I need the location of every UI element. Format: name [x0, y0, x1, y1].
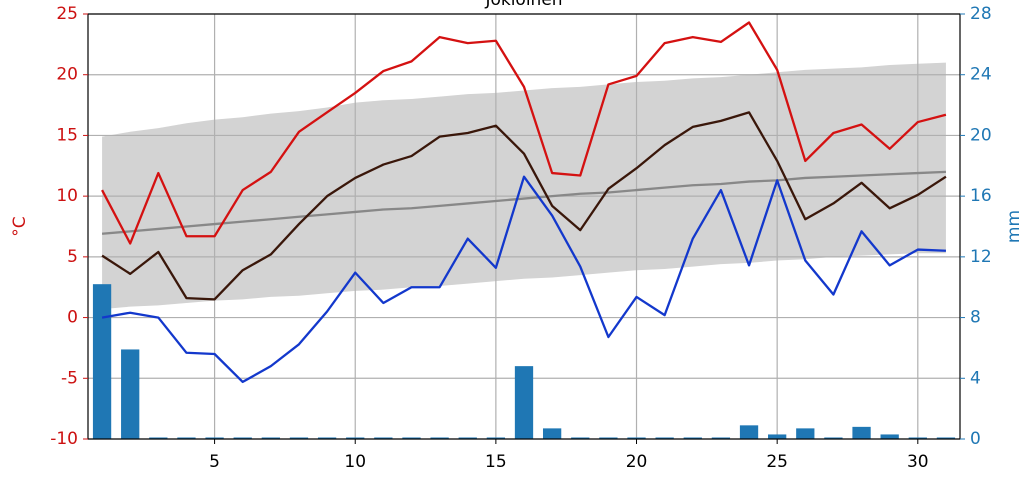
bar [205, 437, 224, 439]
bar [739, 425, 759, 439]
y-tick-label: 0 [67, 308, 78, 328]
bar [177, 437, 196, 439]
y2-tick-label: 24 [970, 65, 992, 85]
y2-tick-label: 4 [970, 368, 981, 388]
bar [374, 437, 393, 439]
bar [317, 437, 337, 439]
bar [430, 437, 449, 439]
bar [768, 434, 787, 439]
y-tick-label: 5 [67, 247, 78, 267]
bar [880, 434, 899, 439]
y2-tick-label: 28 [970, 4, 992, 24]
y-tick-label: -10 [50, 429, 78, 449]
bar [346, 437, 365, 439]
bar [458, 437, 477, 439]
bar [711, 437, 731, 439]
range-band [102, 62, 946, 310]
y-tick-label: 20 [56, 65, 78, 85]
x-tick-label: 20 [626, 452, 648, 472]
y-axis-label: °C [10, 216, 30, 236]
y-tick-label: 10 [56, 186, 78, 206]
bar [289, 437, 309, 439]
x-tick-label: 5 [209, 452, 220, 472]
y-tick-label: -5 [61, 368, 78, 388]
y2-tick-label: 0 [970, 429, 981, 449]
x-tick-label: 10 [344, 452, 366, 472]
bar [121, 349, 140, 439]
y2-tick-label: 16 [970, 186, 992, 206]
x-tick-label: 25 [766, 452, 788, 472]
bar [852, 426, 871, 439]
bar [796, 428, 815, 439]
x-tick-label: 15 [485, 452, 507, 472]
bar [824, 437, 843, 439]
bar [402, 437, 421, 439]
line [101, 111, 947, 301]
bar [936, 437, 956, 439]
bar [514, 366, 534, 439]
bar [92, 284, 112, 439]
y-tick-label: 15 [56, 125, 78, 145]
bar [655, 437, 674, 439]
line [101, 170, 946, 235]
line [101, 21, 947, 245]
x-tick-label: 30 [907, 452, 929, 472]
line [101, 175, 946, 384]
bar [571, 437, 590, 439]
bar [542, 428, 562, 439]
bar [627, 437, 646, 439]
y-tick-label: 25 [56, 4, 78, 24]
plot-frame [87, 13, 961, 440]
bar [599, 437, 618, 439]
y2-axis-label: mm [1004, 210, 1024, 243]
bar [908, 437, 927, 439]
y2-tick-label: 20 [970, 125, 992, 145]
y2-tick-label: 8 [970, 308, 981, 328]
bar [683, 437, 702, 439]
bar [149, 437, 168, 439]
y2-tick-label: 12 [970, 247, 992, 267]
chart-title: Jokioinen [484, 0, 562, 10]
bar [261, 437, 280, 439]
bar [486, 437, 506, 439]
bar [233, 437, 252, 439]
